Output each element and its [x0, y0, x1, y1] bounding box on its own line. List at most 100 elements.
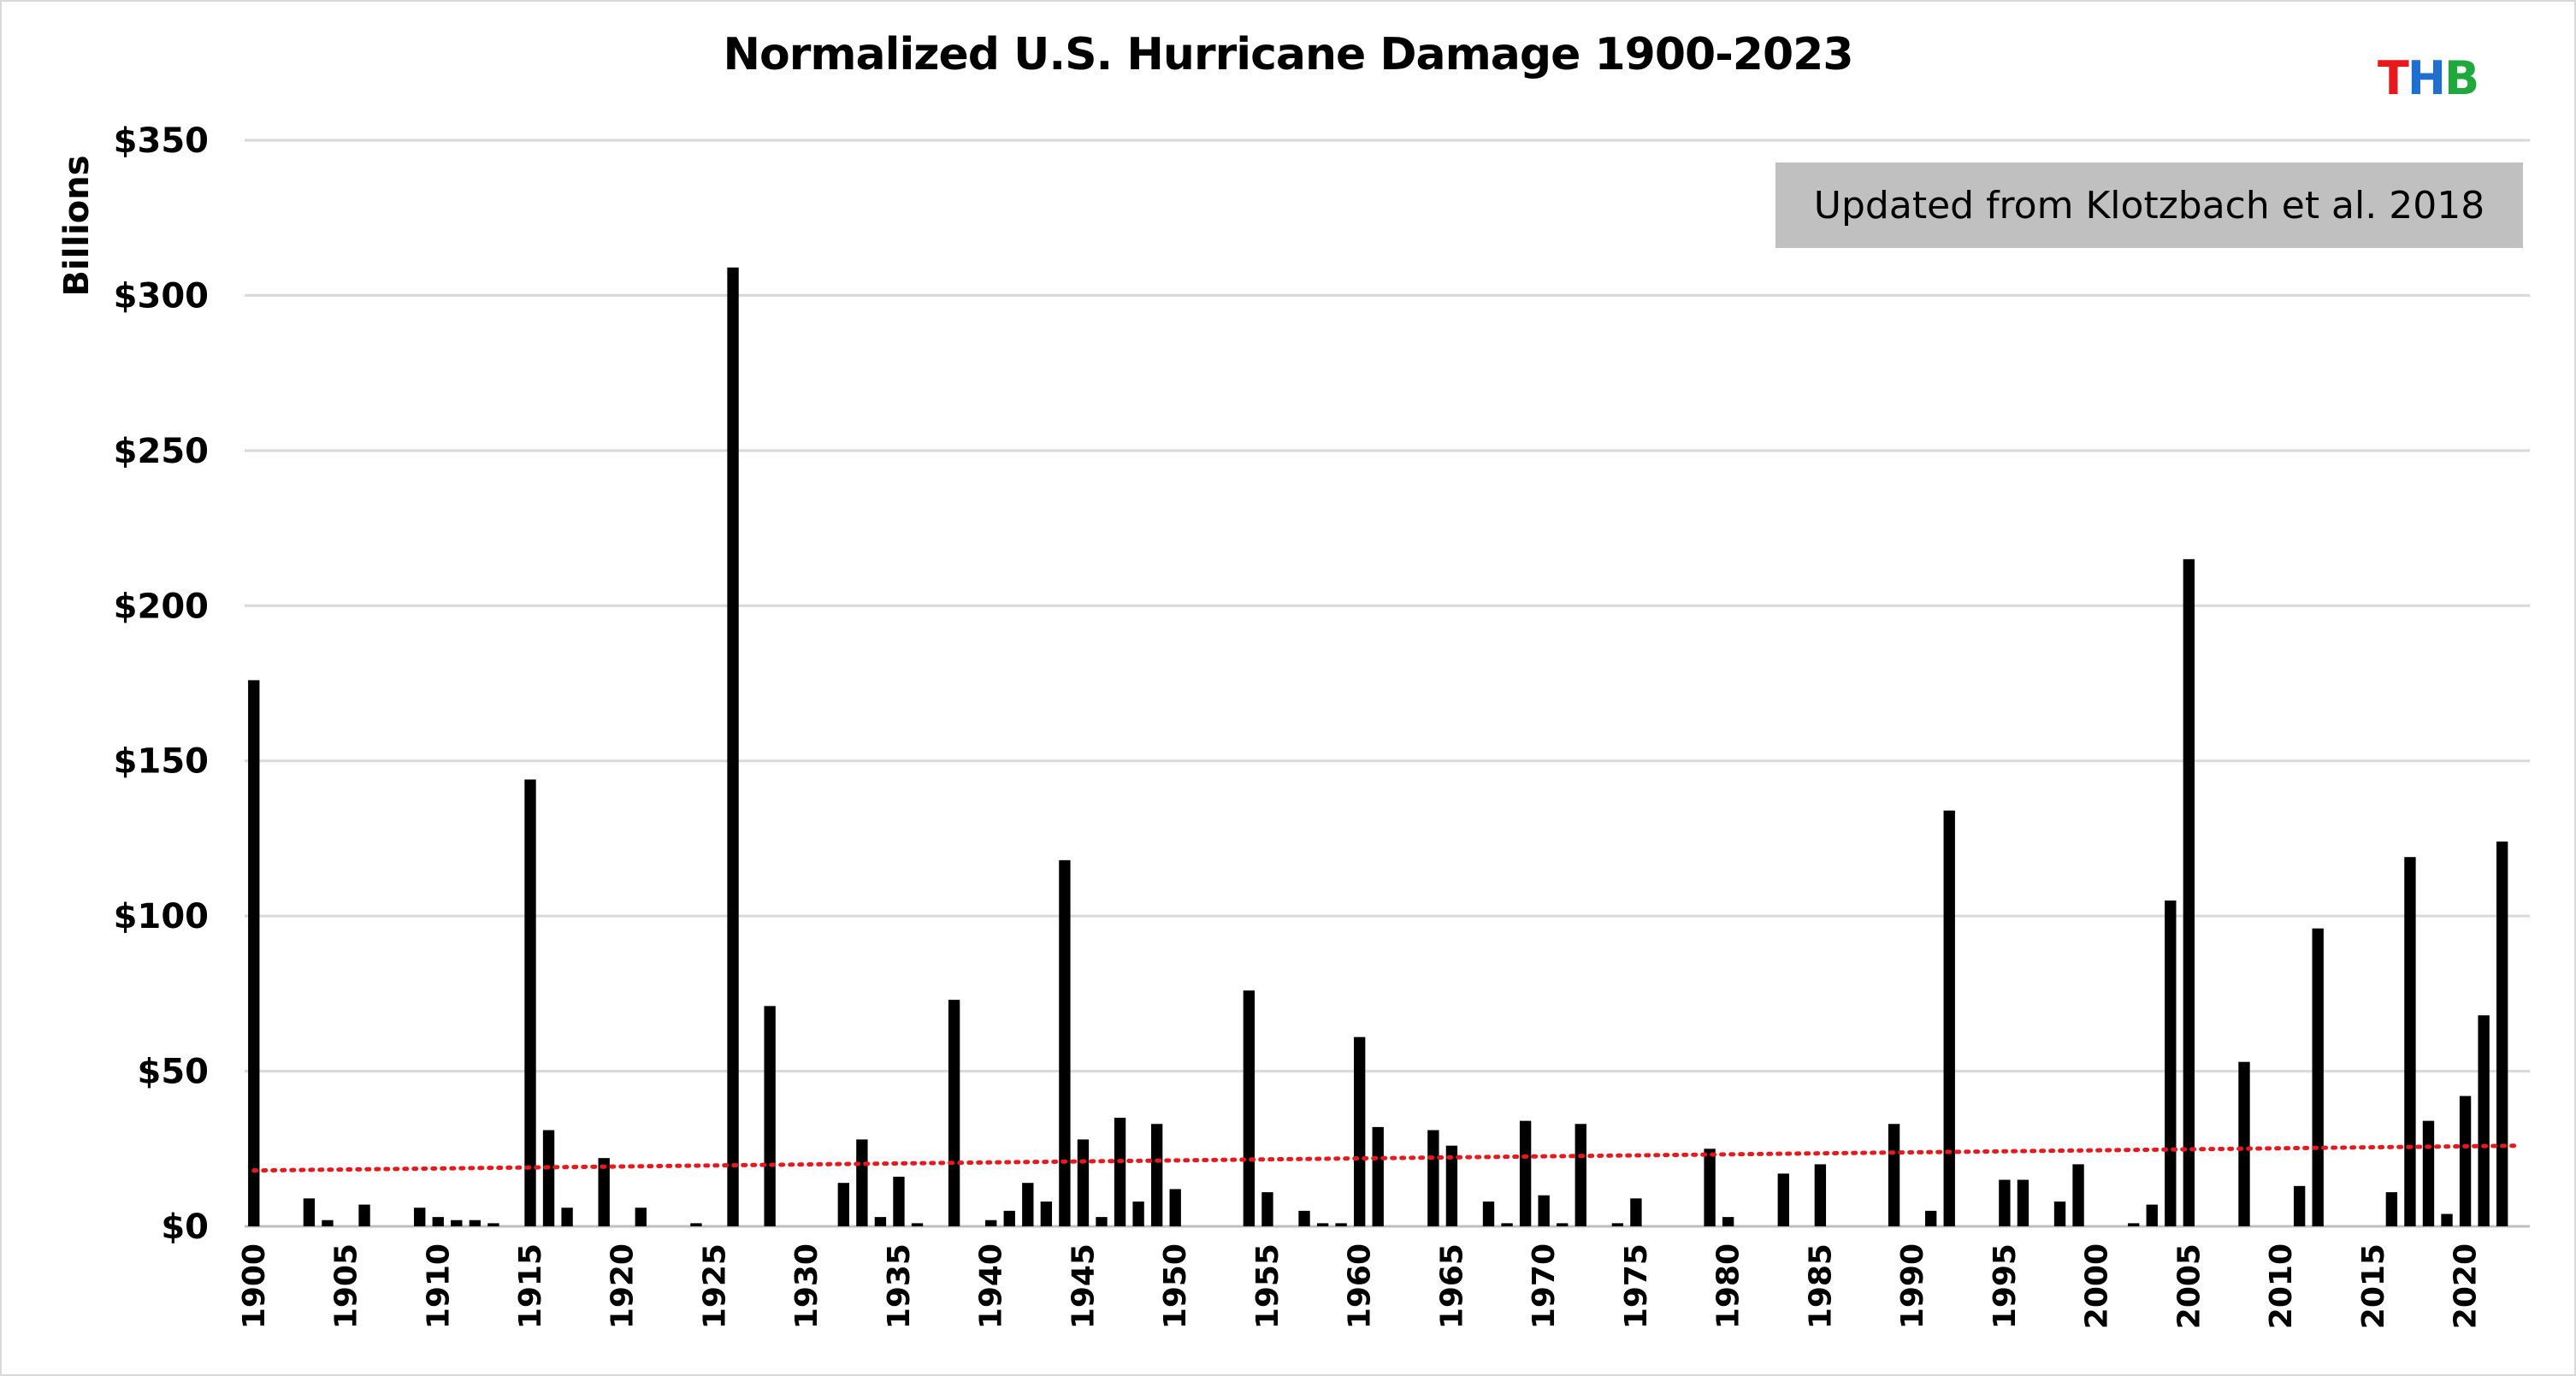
x-tick-label: 1950 [1158, 1243, 1193, 1329]
bar-1961 [1372, 1126, 1384, 1226]
bar-1949 [1150, 1124, 1163, 1226]
bar-2022 [2496, 842, 2508, 1226]
bar-1938 [948, 1000, 960, 1226]
bar-1941 [1003, 1210, 1015, 1226]
bar-1904 [322, 1220, 334, 1226]
x-tick-label: 1995 [1988, 1243, 2023, 1329]
bar-1955 [1261, 1192, 1273, 1226]
x-tick-label: 2015 [2356, 1243, 2391, 1329]
source-annotation: Updated from Klotzbach et al. 2018 [1775, 162, 2523, 248]
bar-2005 [2183, 558, 2195, 1226]
bar-1972 [1575, 1124, 1586, 1226]
y-tick-label: $350 [114, 121, 209, 161]
bar-1975 [1630, 1198, 1642, 1226]
bar-1934 [874, 1217, 887, 1226]
x-tick-label: 1930 [789, 1243, 824, 1329]
x-tick-label: 1955 [1250, 1243, 1285, 1329]
bar-1999 [2072, 1164, 2084, 1226]
x-tick-label: 1970 [1527, 1243, 1562, 1329]
bar-2020 [2459, 1095, 2472, 1226]
bar-1950 [1169, 1189, 1181, 1226]
x-tick-label: 2020 [2449, 1243, 2484, 1329]
x-tick-label: 1900 [237, 1243, 272, 1329]
x-tick-label: 2010 [2264, 1243, 2299, 1329]
bar-1985 [1814, 1164, 1827, 1226]
y-tick-label: $150 [114, 742, 209, 782]
x-tick-label: 2000 [2080, 1243, 2115, 1329]
x-tick-label: 1915 [513, 1243, 548, 1329]
bar-1959 [1335, 1223, 1347, 1226]
bar-1910 [432, 1217, 444, 1226]
bar-1924 [690, 1223, 702, 1226]
y-tick-label: $50 [138, 1053, 210, 1092]
bar-2004 [2165, 901, 2177, 1226]
bar-2012 [2312, 928, 2324, 1226]
bar-1967 [1482, 1201, 1495, 1226]
bar-1964 [1427, 1130, 1439, 1226]
brand-letter-t: T [2378, 51, 2409, 105]
x-tick-label: 1925 [697, 1243, 732, 1329]
x-tick-label: 1920 [606, 1243, 641, 1329]
bar-1900 [248, 680, 260, 1226]
bar-1954 [1243, 990, 1256, 1226]
bar-2011 [2293, 1185, 2306, 1226]
bar-1965 [1445, 1145, 1458, 1226]
y-tick-label: $200 [114, 587, 209, 626]
brand-letter-b: B [2444, 51, 2479, 105]
bar-1969 [1519, 1120, 1532, 1226]
bar-1940 [985, 1220, 997, 1226]
trendline [251, 1143, 2523, 1173]
bar-1933 [856, 1139, 868, 1226]
bar-2019 [2441, 1214, 2453, 1226]
chart-title: Normalized U.S. Hurricane Damage 1900-20… [723, 29, 1853, 80]
x-tick-label: 1910 [421, 1243, 456, 1329]
x-tick-label: 1980 [1711, 1243, 1746, 1329]
bar-1957 [1298, 1210, 1310, 1226]
bar-1970 [1538, 1195, 1550, 1226]
bar-1928 [764, 1006, 776, 1226]
bar-2018 [2422, 1120, 2435, 1226]
bar-2017 [2404, 857, 2416, 1226]
bar-1992 [1943, 810, 1955, 1226]
bar-1906 [358, 1204, 370, 1226]
bar-1998 [2053, 1201, 2066, 1226]
bar-2002 [2128, 1223, 2140, 1226]
x-tick-label: 1935 [882, 1243, 917, 1329]
brand-letter-h: H [2407, 51, 2446, 105]
bar-1971 [1557, 1223, 1569, 1226]
y-tick-label: $300 [114, 276, 209, 316]
bar-1980 [1722, 1217, 1734, 1226]
x-tick-label: 1975 [1619, 1243, 1654, 1329]
y-tick-label: $100 [114, 897, 209, 936]
bar-1932 [837, 1183, 850, 1226]
bar-1989 [1888, 1124, 1900, 1226]
bar-1995 [1999, 1179, 2011, 1226]
bar-1921 [635, 1208, 647, 1226]
x-tick-label: 1945 [1066, 1243, 1101, 1329]
x-tick-label: 1960 [1343, 1243, 1378, 1329]
x-tick-label: 2005 [2171, 1243, 2207, 1329]
bar-2008 [2238, 1061, 2250, 1226]
bar-1948 [1132, 1201, 1144, 1226]
bar-1935 [893, 1176, 905, 1226]
bar-1911 [451, 1220, 463, 1226]
bar-1943 [1040, 1201, 1053, 1226]
x-tick-label: 1940 [974, 1243, 1009, 1329]
bar-1944 [1059, 859, 1071, 1226]
x-tick-label: 1985 [1803, 1243, 1838, 1329]
bar-1960 [1353, 1036, 1366, 1226]
x-tick-label: 1905 [329, 1243, 364, 1329]
bar-2016 [2385, 1192, 2398, 1226]
bar-1983 [1777, 1173, 1789, 1226]
bar-1947 [1114, 1118, 1126, 1226]
x-tick-label: 1965 [1434, 1243, 1469, 1329]
bar-1991 [1924, 1210, 1937, 1226]
bar-1968 [1501, 1223, 1513, 1226]
bar-1909 [414, 1208, 426, 1226]
bar-1974 [1611, 1223, 1624, 1226]
y-tick-label: $250 [114, 432, 209, 471]
bar-1945 [1077, 1139, 1090, 1226]
bar-2003 [2146, 1204, 2158, 1226]
bar-1942 [1022, 1183, 1034, 1226]
